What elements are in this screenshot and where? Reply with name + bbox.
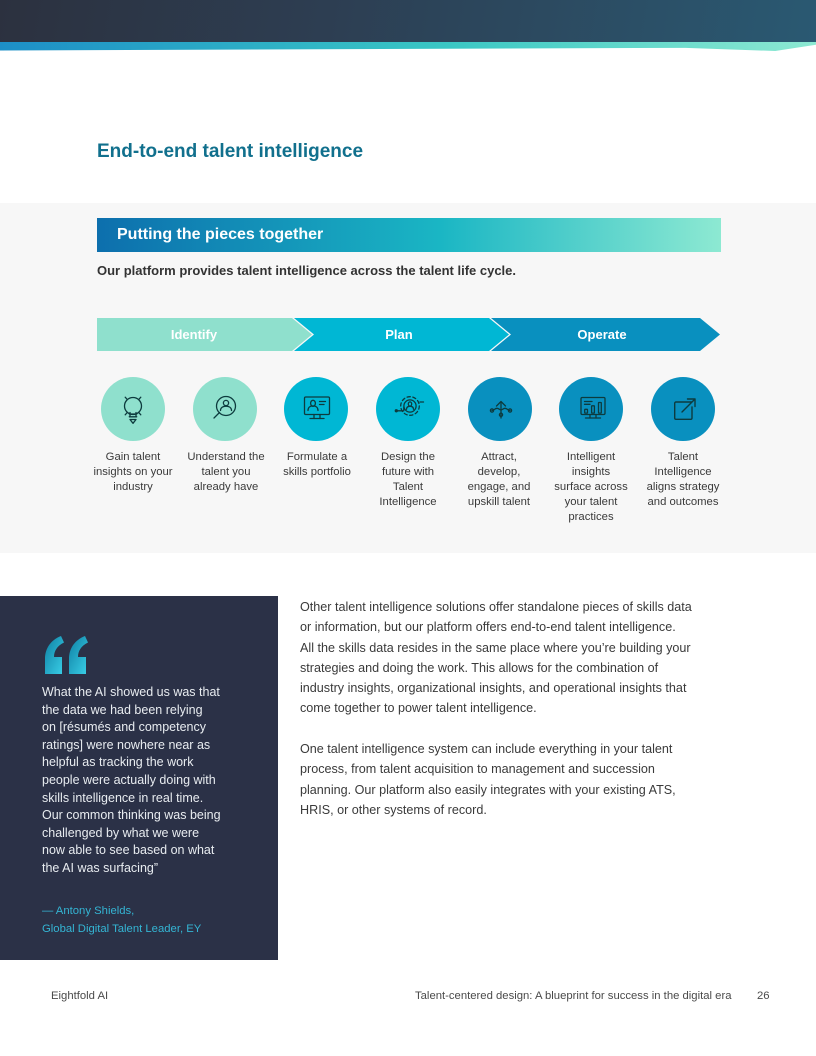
svg-text:Identify: Identify [171,327,218,342]
svg-text:Operate: Operate [577,327,626,342]
svg-text:Plan: Plan [385,327,413,342]
